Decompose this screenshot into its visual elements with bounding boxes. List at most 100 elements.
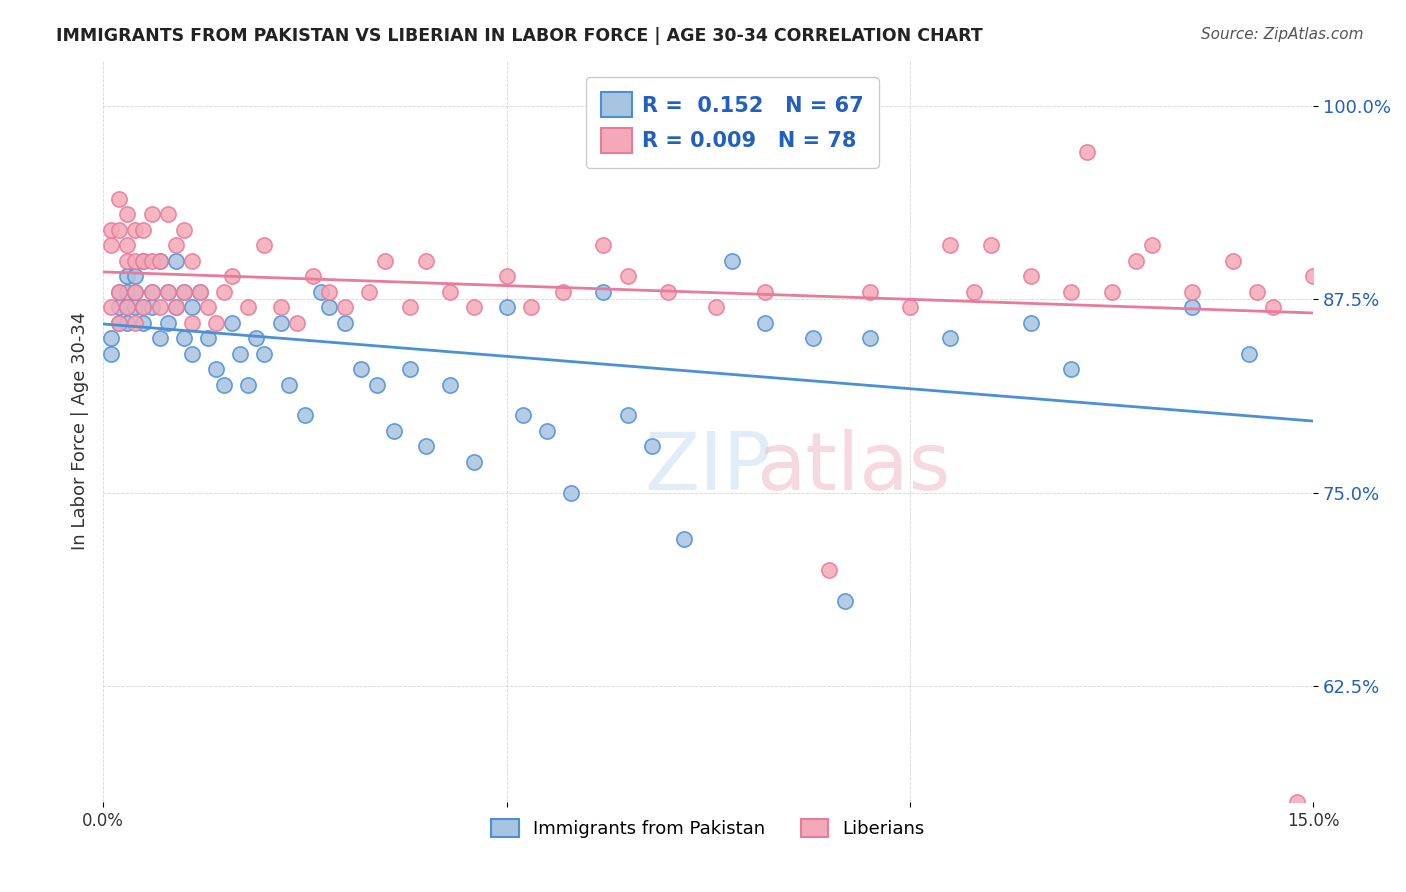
Point bbox=[141, 285, 163, 299]
Point bbox=[108, 285, 131, 299]
Point bbox=[100, 223, 122, 237]
Point bbox=[374, 253, 396, 268]
Point bbox=[108, 316, 131, 330]
Point bbox=[124, 223, 146, 237]
Point bbox=[672, 533, 695, 547]
Point bbox=[117, 238, 139, 252]
Point bbox=[398, 362, 420, 376]
Point bbox=[1302, 269, 1324, 284]
Point bbox=[858, 285, 880, 299]
Point bbox=[238, 300, 260, 314]
Point bbox=[180, 253, 202, 268]
Point bbox=[1060, 362, 1083, 376]
Point bbox=[398, 300, 420, 314]
Point bbox=[980, 238, 1002, 252]
Point bbox=[141, 285, 163, 299]
Point bbox=[641, 439, 664, 453]
Point bbox=[132, 253, 155, 268]
Point bbox=[277, 377, 299, 392]
Point bbox=[197, 300, 219, 314]
Point bbox=[221, 316, 243, 330]
Point bbox=[1222, 253, 1244, 268]
Point bbox=[350, 362, 373, 376]
Point bbox=[100, 331, 122, 345]
Point bbox=[188, 285, 211, 299]
Point bbox=[1246, 285, 1268, 299]
Point bbox=[141, 207, 163, 221]
Text: ZIP: ZIP bbox=[644, 429, 772, 507]
Point bbox=[754, 285, 776, 299]
Point bbox=[124, 285, 146, 299]
Text: atlas: atlas bbox=[756, 429, 950, 507]
Point bbox=[333, 316, 356, 330]
Point bbox=[165, 300, 187, 314]
Point bbox=[704, 300, 727, 314]
Point bbox=[132, 316, 155, 330]
Point bbox=[108, 285, 131, 299]
Point bbox=[124, 269, 146, 284]
Point bbox=[270, 300, 292, 314]
Point bbox=[212, 377, 235, 392]
Point bbox=[156, 285, 179, 299]
Point bbox=[1140, 238, 1163, 252]
Point bbox=[519, 300, 541, 314]
Point bbox=[1181, 300, 1204, 314]
Point bbox=[463, 455, 485, 469]
Point bbox=[592, 238, 614, 252]
Point bbox=[939, 238, 962, 252]
Point bbox=[245, 331, 267, 345]
Point bbox=[156, 207, 179, 221]
Point bbox=[285, 316, 308, 330]
Point bbox=[1101, 285, 1123, 299]
Point bbox=[1237, 346, 1260, 360]
Point bbox=[309, 285, 332, 299]
Point bbox=[132, 300, 155, 314]
Point bbox=[197, 331, 219, 345]
Point bbox=[149, 331, 172, 345]
Text: IMMIGRANTS FROM PAKISTAN VS LIBERIAN IN LABOR FORCE | AGE 30-34 CORRELATION CHAR: IMMIGRANTS FROM PAKISTAN VS LIBERIAN IN … bbox=[56, 27, 983, 45]
Point bbox=[270, 316, 292, 330]
Point bbox=[1319, 300, 1341, 314]
Point bbox=[333, 300, 356, 314]
Point bbox=[818, 563, 841, 577]
Point bbox=[294, 409, 316, 423]
Point bbox=[156, 285, 179, 299]
Point bbox=[439, 377, 461, 392]
Point bbox=[100, 300, 122, 314]
Point bbox=[1334, 285, 1357, 299]
Point bbox=[318, 285, 340, 299]
Point bbox=[366, 377, 388, 392]
Point bbox=[1019, 316, 1042, 330]
Point bbox=[180, 316, 202, 330]
Point bbox=[616, 269, 638, 284]
Point bbox=[963, 285, 986, 299]
Point bbox=[495, 269, 517, 284]
Point bbox=[165, 238, 187, 252]
Point bbox=[132, 300, 155, 314]
Point bbox=[560, 485, 582, 500]
Point bbox=[512, 409, 534, 423]
Point bbox=[117, 300, 139, 314]
Point bbox=[495, 300, 517, 314]
Point bbox=[180, 346, 202, 360]
Point bbox=[124, 285, 146, 299]
Point bbox=[132, 253, 155, 268]
Point bbox=[117, 269, 139, 284]
Point bbox=[439, 285, 461, 299]
Point bbox=[156, 316, 179, 330]
Point bbox=[616, 409, 638, 423]
Point bbox=[165, 253, 187, 268]
Point bbox=[108, 300, 131, 314]
Point bbox=[1125, 253, 1147, 268]
Point bbox=[124, 253, 146, 268]
Point bbox=[551, 285, 574, 299]
Text: Source: ZipAtlas.com: Source: ZipAtlas.com bbox=[1201, 27, 1364, 42]
Point bbox=[253, 346, 276, 360]
Point bbox=[117, 285, 139, 299]
Point bbox=[132, 223, 155, 237]
Point bbox=[939, 331, 962, 345]
Y-axis label: In Labor Force | Age 30-34: In Labor Force | Age 30-34 bbox=[72, 311, 89, 550]
Point bbox=[205, 362, 228, 376]
Point bbox=[100, 238, 122, 252]
Point bbox=[117, 300, 139, 314]
